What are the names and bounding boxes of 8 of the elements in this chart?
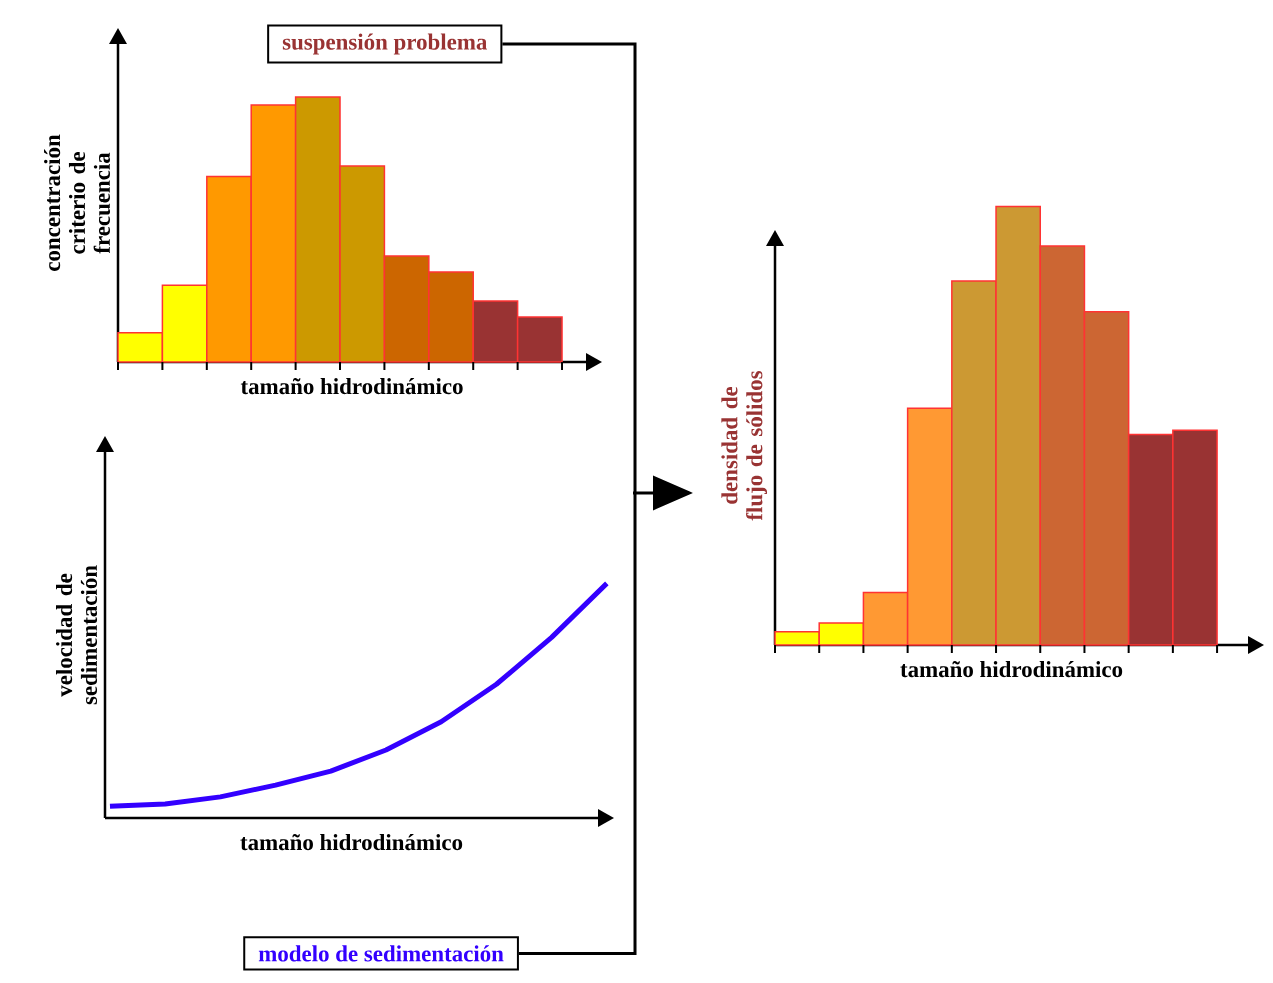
x-axis-title: tamaño hidrodinámico bbox=[240, 833, 463, 851]
y-axis-title: concentración criterio de frecuencia bbox=[44, 134, 111, 271]
y-axis-title: densidad de flujo de sólidos bbox=[721, 370, 768, 521]
y-axis-title: velocidad de sedimentación bbox=[56, 565, 98, 705]
x-axis-title: tamaño hidrodinámico bbox=[240, 377, 463, 395]
text: suspensión problema bbox=[282, 33, 488, 55]
text: modelo de sedimentación bbox=[258, 945, 504, 962]
x-axis-title: tamaño hidrodinámico bbox=[900, 660, 1123, 678]
